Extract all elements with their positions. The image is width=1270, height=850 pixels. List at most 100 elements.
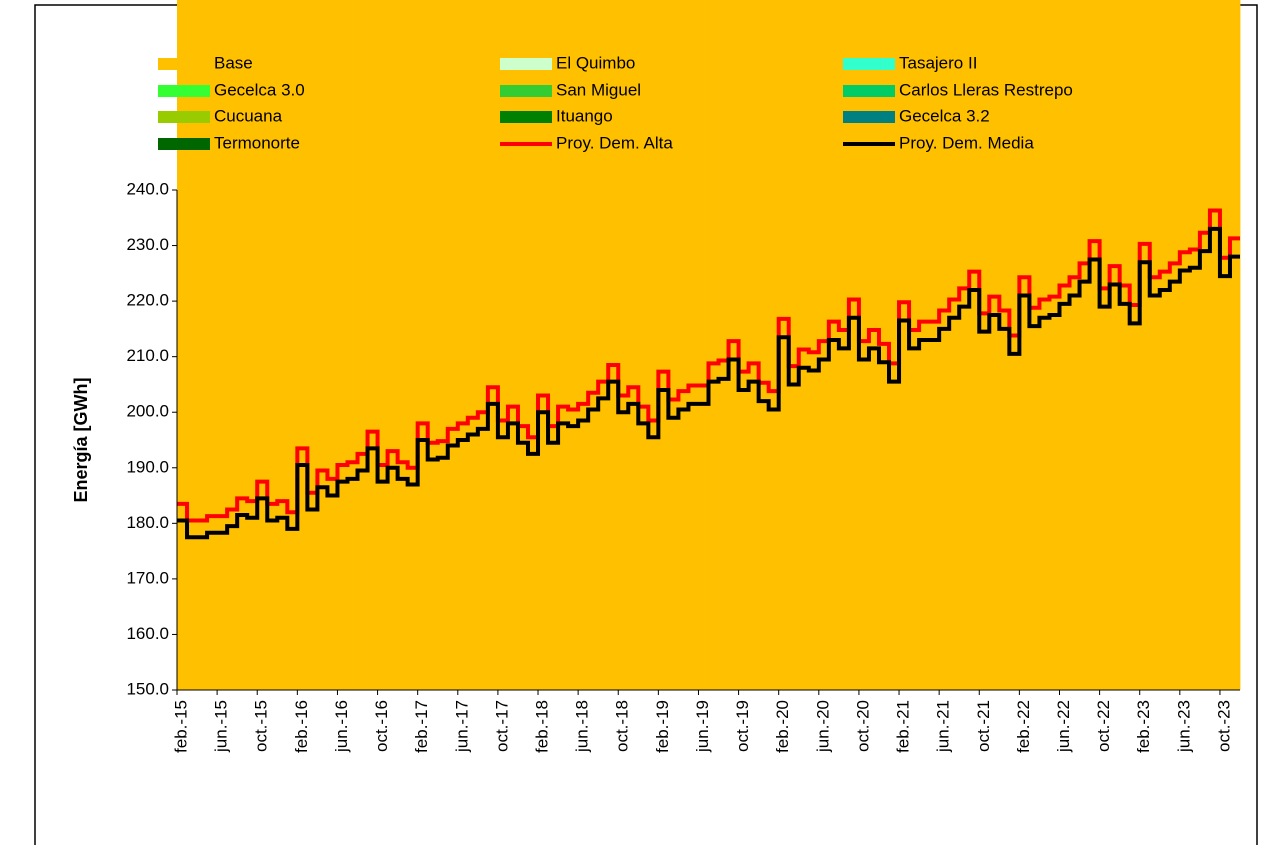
y-tick-label: 180.0 — [126, 513, 169, 532]
legend-swatch — [158, 85, 210, 97]
area-segment — [848, 0, 860, 690]
area-segment — [939, 0, 950, 690]
x-tick-label: jun.-22 — [1054, 700, 1073, 753]
area-segment — [949, 0, 960, 690]
area-segment — [798, 0, 810, 690]
area-segment — [828, 0, 840, 690]
y-tick-label: 230.0 — [126, 235, 169, 254]
legend-label: El Quimbo — [556, 53, 635, 72]
area-segment — [207, 0, 218, 690]
area-segment — [247, 0, 258, 690]
area-segment — [1089, 0, 1101, 690]
x-tick-label: jun.-23 — [1174, 700, 1193, 753]
x-tick-label: feb.-22 — [1014, 700, 1033, 753]
area-segment — [227, 0, 238, 690]
area-segment — [868, 0, 880, 690]
legend-label: Gecelca 3.0 — [214, 80, 305, 99]
y-tick-label: 170.0 — [126, 568, 169, 587]
area-segment — [497, 0, 509, 690]
area-segment — [1099, 0, 1111, 690]
legend-label: Carlos Lleras Restrepo — [899, 80, 1073, 99]
area-segment — [327, 0, 338, 690]
area-segment — [758, 0, 770, 690]
legend-swatch — [843, 85, 895, 97]
area-segment — [437, 0, 449, 690]
area-segment — [919, 0, 930, 690]
area-segment — [889, 0, 900, 690]
area-segment — [588, 0, 599, 690]
area-segment — [969, 0, 980, 690]
area-segment — [678, 0, 689, 690]
y-tick-label: 190.0 — [126, 457, 169, 476]
area-segment — [317, 0, 328, 690]
x-tick-label: oct.-15 — [252, 700, 271, 752]
area-segment — [1209, 0, 1221, 690]
area-segment — [377, 0, 388, 690]
area-segment — [658, 0, 669, 690]
area-segment — [548, 0, 559, 690]
legend-swatch — [158, 58, 210, 70]
x-tick-label: oct.-19 — [733, 700, 752, 752]
area-segment — [477, 0, 489, 690]
x-tick-label: oct.-22 — [1094, 700, 1113, 752]
area-segment — [367, 0, 378, 690]
area-segment — [527, 0, 539, 690]
area-segment — [718, 0, 729, 690]
area-segment — [1109, 0, 1121, 690]
area-segment — [487, 0, 499, 690]
area-segment — [1069, 0, 1080, 690]
x-tick-label: feb.-23 — [1134, 700, 1153, 753]
area-segment — [778, 0, 790, 690]
area-segment — [1159, 0, 1171, 690]
area-segment — [1049, 0, 1060, 690]
legend-label: Base — [214, 53, 253, 72]
area-segment — [668, 0, 679, 690]
area-segment — [407, 0, 419, 690]
x-tick-label: oct.-16 — [372, 700, 391, 752]
area-segment — [648, 0, 659, 690]
area-segment — [307, 0, 318, 690]
area-segment — [237, 0, 248, 690]
legend-swatch — [500, 85, 552, 97]
area-segment — [177, 0, 188, 690]
legend-swatch — [500, 58, 552, 70]
area-segment — [397, 0, 409, 690]
area-segment — [618, 0, 629, 690]
area-segment — [257, 0, 268, 690]
area-segment — [347, 0, 358, 690]
y-tick-label: 200.0 — [126, 402, 169, 421]
area-segment — [578, 0, 589, 690]
area-segment — [337, 0, 348, 690]
x-tick-label: oct.-20 — [853, 700, 872, 752]
area-segment — [1039, 0, 1050, 690]
x-tick-label: feb.-19 — [653, 700, 672, 753]
y-tick-label: 150.0 — [126, 679, 169, 698]
area-segment — [197, 0, 208, 690]
area-segment — [598, 0, 609, 690]
area-segment — [909, 0, 920, 690]
legend-label: Tasajero II — [899, 53, 977, 72]
area-segment — [267, 0, 278, 690]
area-segment — [467, 0, 479, 690]
area-segment — [287, 0, 298, 690]
area-segment — [728, 0, 739, 690]
area-segment — [507, 0, 519, 690]
area-segment — [959, 0, 970, 690]
x-tick-label: oct.-23 — [1214, 700, 1233, 752]
area-segment — [858, 0, 870, 690]
area-segment — [979, 0, 990, 690]
x-tick-label: feb.-16 — [292, 700, 311, 753]
area-segment — [628, 0, 639, 690]
area-segment — [899, 0, 910, 690]
area-segment — [217, 0, 228, 690]
area-segment — [277, 0, 288, 690]
area-segment — [297, 0, 308, 690]
area-segment — [1129, 0, 1141, 690]
legend-label: Cucuana — [214, 106, 283, 125]
area-segment — [1059, 0, 1070, 690]
area-segment — [1189, 0, 1201, 690]
area-segment — [457, 0, 469, 690]
area-segment — [638, 0, 649, 690]
demand-line — [177, 208, 1240, 523]
